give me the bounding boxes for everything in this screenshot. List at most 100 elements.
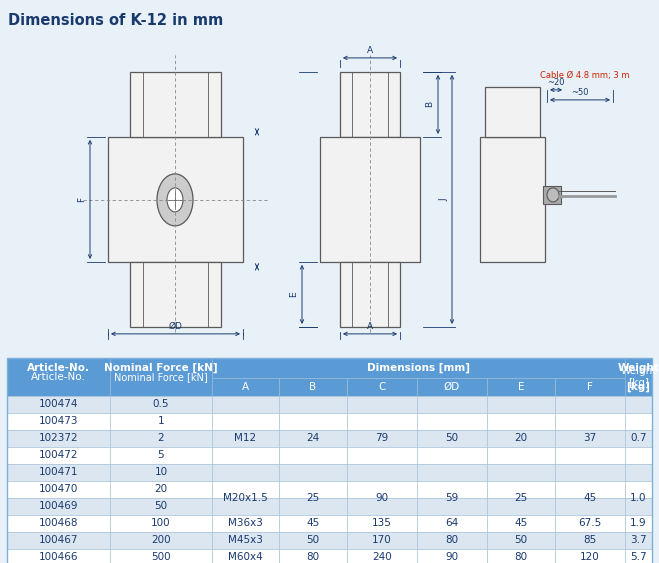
Text: M60x4: M60x4	[228, 552, 263, 562]
Bar	[108, 137, 243, 262]
Ellipse shape	[547, 188, 559, 202]
Bar	[110, 515, 212, 532]
Text: E: E	[518, 382, 525, 392]
Bar	[110, 481, 212, 498]
Text: 1.0: 1.0	[630, 493, 646, 503]
Text: 80: 80	[306, 552, 320, 562]
Text: 45: 45	[515, 519, 528, 529]
Bar	[417, 378, 487, 396]
Bar	[543, 186, 561, 204]
Text: 20: 20	[515, 434, 528, 444]
Text: 24: 24	[306, 434, 320, 444]
Text: J: J	[439, 198, 448, 200]
Text: ~50: ~50	[571, 88, 588, 97]
Text: 45: 45	[306, 519, 320, 529]
Text: Cable Ø 4.8 mm; 3 m: Cable Ø 4.8 mm; 3 m	[540, 71, 629, 80]
Text: 45: 45	[583, 493, 596, 503]
Text: Weight
[kg]: Weight [kg]	[620, 366, 656, 388]
Bar	[417, 413, 487, 430]
Bar	[110, 447, 212, 464]
Bar	[7, 430, 110, 447]
Bar	[487, 498, 555, 515]
Bar	[625, 378, 652, 396]
Bar	[110, 396, 212, 413]
Bar	[555, 515, 625, 532]
Bar	[320, 137, 420, 262]
Bar	[212, 464, 279, 481]
Bar	[625, 396, 652, 413]
Text: 80: 80	[445, 535, 459, 546]
Bar	[110, 464, 212, 481]
Bar	[417, 481, 487, 498]
Text: 64: 64	[445, 519, 459, 529]
Text: 1: 1	[158, 417, 164, 426]
Bar	[7, 464, 110, 481]
Bar	[347, 481, 417, 498]
Bar	[110, 430, 212, 447]
Bar	[212, 413, 279, 430]
Text: 500: 500	[151, 552, 171, 562]
Text: 1.9: 1.9	[630, 519, 647, 529]
Bar	[130, 262, 221, 327]
Bar	[7, 549, 110, 563]
Bar	[480, 137, 545, 262]
Bar	[347, 498, 417, 515]
Text: 200: 200	[151, 535, 171, 546]
Text: A: A	[367, 322, 373, 331]
Bar	[625, 430, 652, 447]
Bar	[110, 413, 212, 430]
Bar	[347, 549, 417, 563]
Bar	[417, 532, 487, 549]
Text: 102372: 102372	[39, 434, 78, 444]
Bar	[7, 358, 110, 378]
Bar	[417, 515, 487, 532]
Bar	[279, 464, 347, 481]
Text: B: B	[425, 101, 434, 108]
Text: 59: 59	[445, 493, 459, 503]
Bar	[555, 430, 625, 447]
Bar	[487, 464, 555, 481]
Bar	[279, 447, 347, 464]
Bar	[347, 378, 417, 396]
Bar	[487, 549, 555, 563]
Text: 240: 240	[372, 552, 392, 562]
Text: 50: 50	[154, 502, 167, 511]
Text: F: F	[77, 197, 86, 202]
Text: 135: 135	[372, 519, 392, 529]
Text: 50: 50	[306, 535, 320, 546]
Bar	[7, 378, 110, 396]
Bar	[130, 72, 221, 137]
Text: 100473: 100473	[39, 417, 78, 426]
Text: 10: 10	[154, 467, 167, 477]
Text: 100472: 100472	[39, 450, 78, 461]
Text: 5: 5	[158, 450, 164, 461]
Bar	[555, 447, 625, 464]
Bar	[279, 396, 347, 413]
Bar	[417, 447, 487, 464]
Bar	[7, 481, 110, 498]
Ellipse shape	[157, 174, 193, 226]
Bar	[212, 549, 279, 563]
Bar	[625, 481, 652, 498]
Text: M45x3: M45x3	[228, 535, 263, 546]
Bar	[625, 358, 652, 396]
Text: 100468: 100468	[39, 519, 78, 529]
Text: 100: 100	[151, 519, 171, 529]
Bar	[212, 515, 279, 532]
Bar	[625, 549, 652, 563]
Text: 90: 90	[445, 552, 459, 562]
Text: C: C	[378, 382, 386, 392]
Text: B: B	[310, 382, 316, 392]
Bar	[417, 464, 487, 481]
Bar	[340, 72, 400, 137]
Bar	[487, 532, 555, 549]
Bar	[279, 413, 347, 430]
Bar	[279, 515, 347, 532]
Text: 100474: 100474	[39, 399, 78, 409]
Bar	[555, 396, 625, 413]
Bar	[347, 430, 417, 447]
Text: 100466: 100466	[39, 552, 78, 562]
Bar	[347, 396, 417, 413]
Bar	[487, 447, 555, 464]
Text: 85: 85	[583, 535, 596, 546]
